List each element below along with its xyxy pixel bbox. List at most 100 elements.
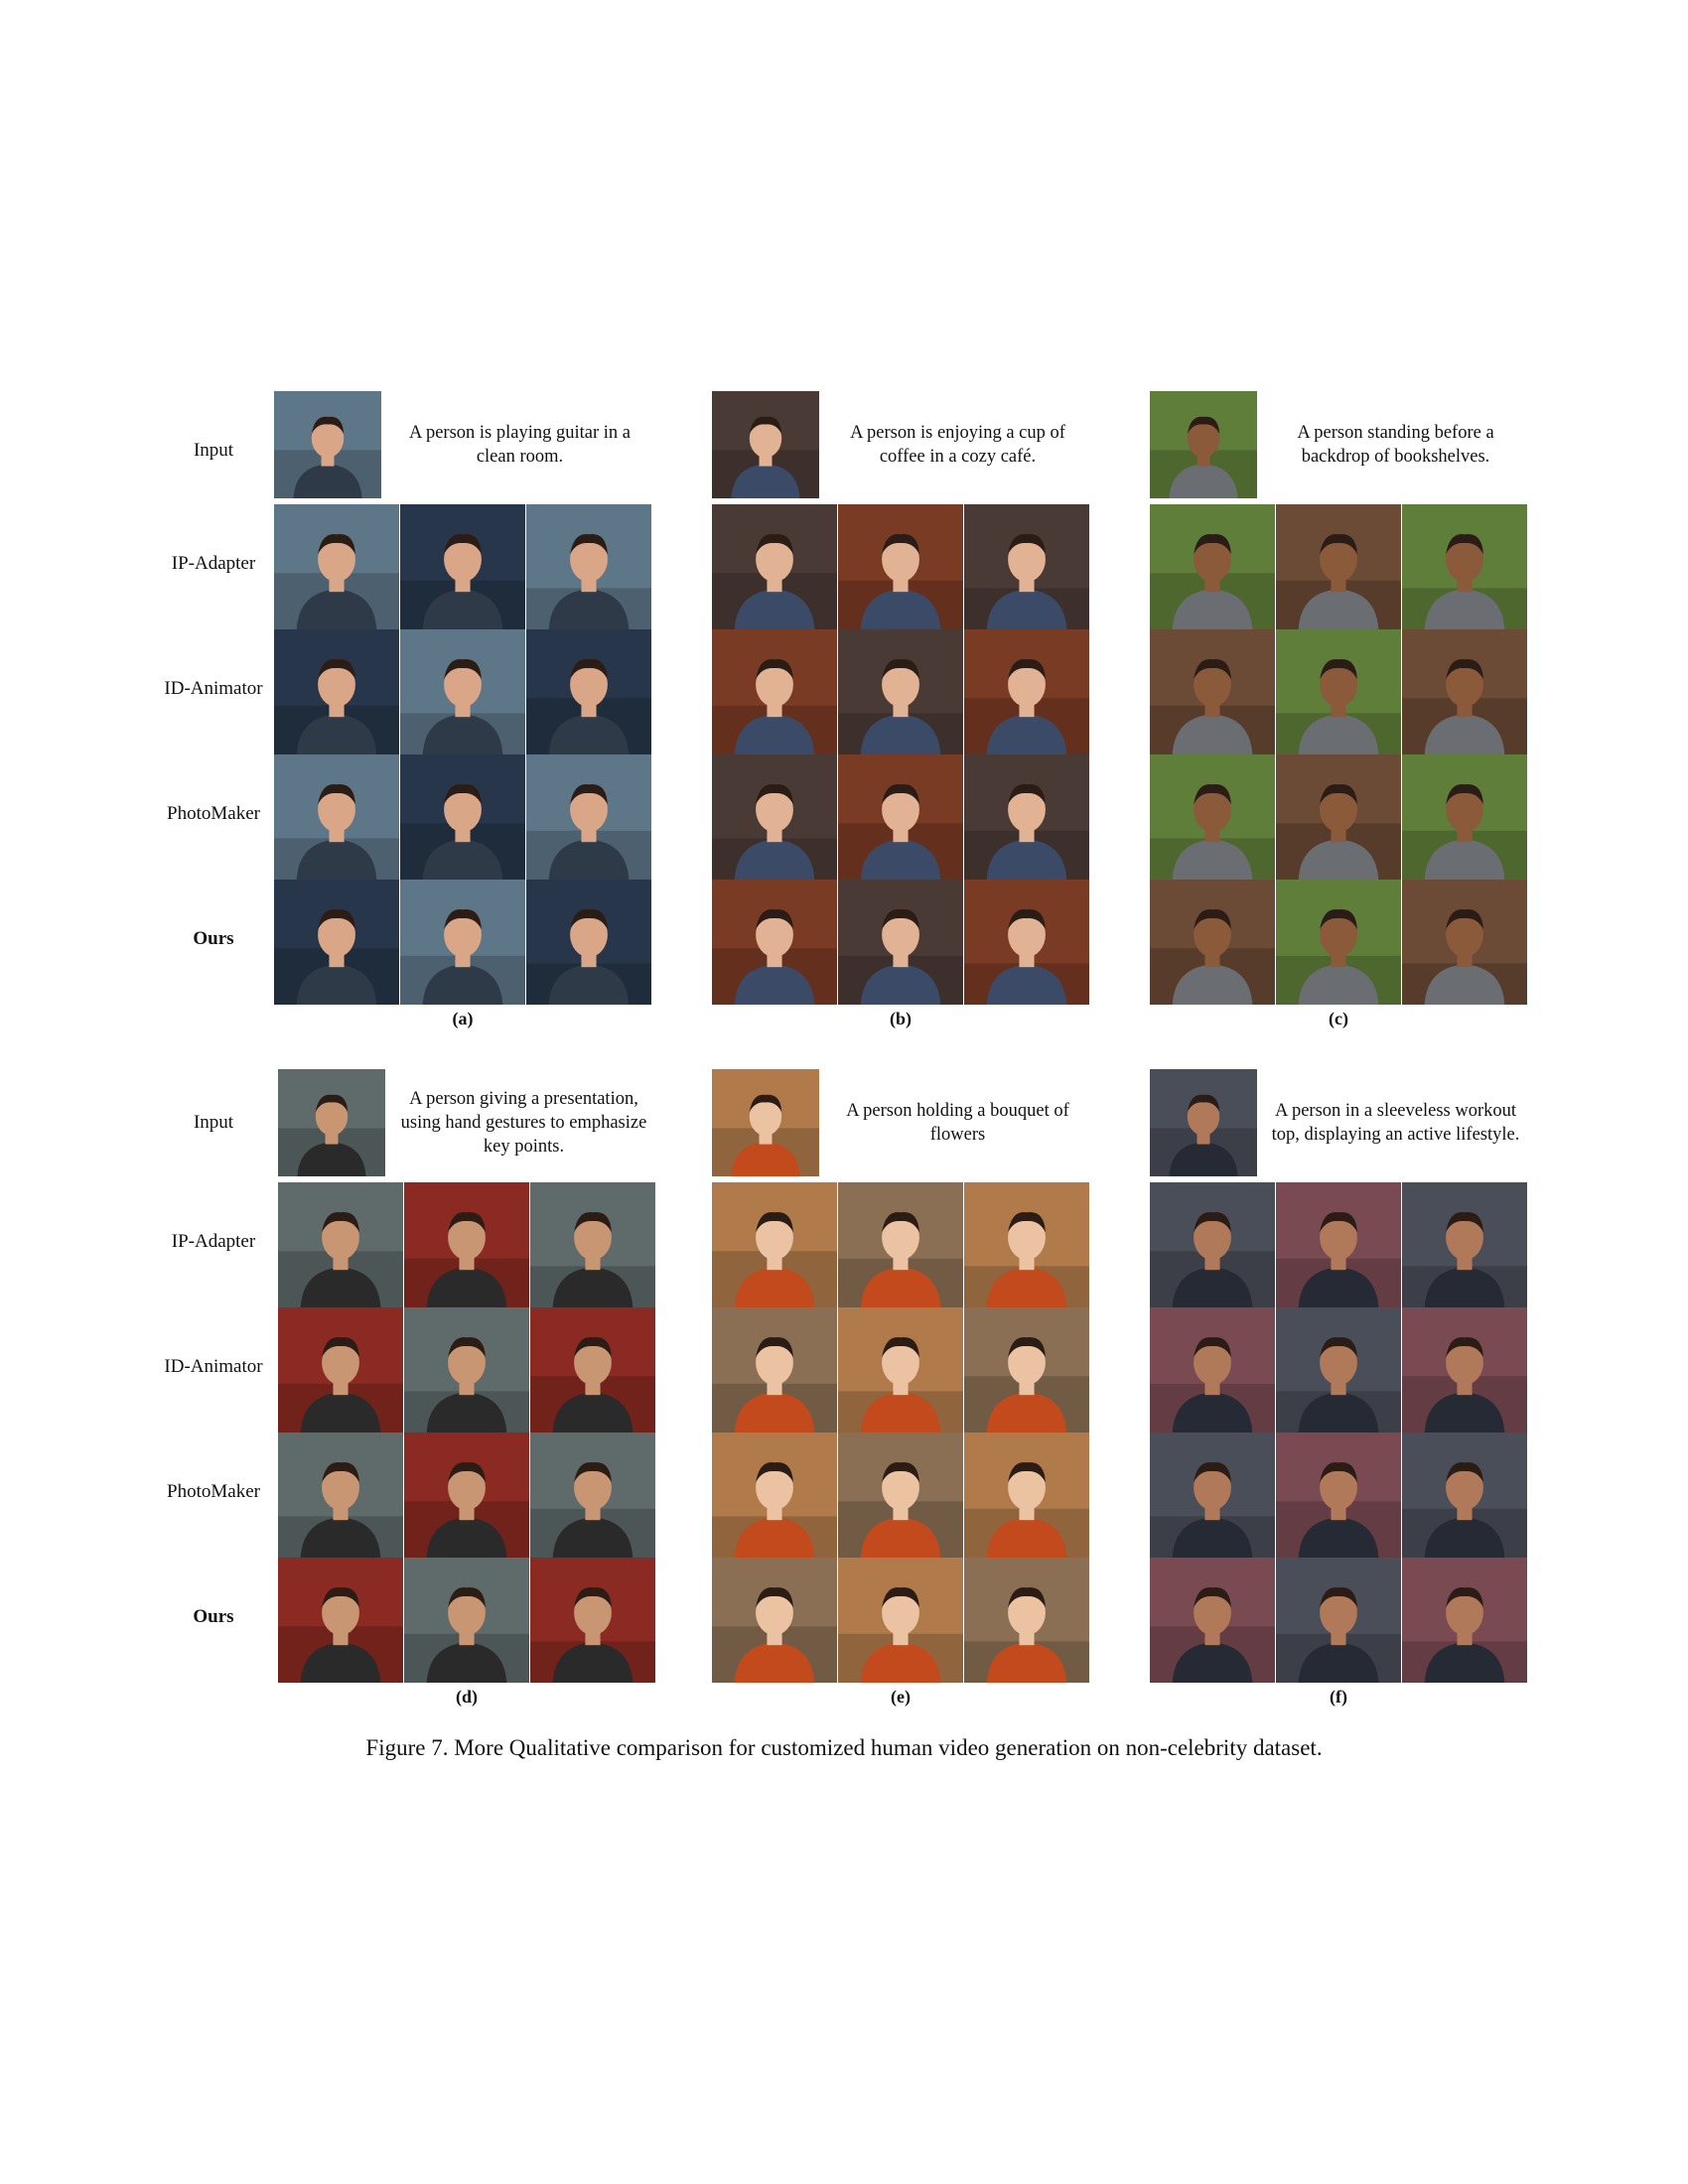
row-label-id-animator: ID-Animator: [164, 1356, 263, 1377]
frame-ours-1: [712, 1558, 837, 1683]
row-label-input: Input: [193, 1112, 234, 1133]
row-label-ours: Ours: [193, 1606, 234, 1627]
panel-tag: (c): [1329, 1009, 1348, 1028]
frame-ours-3: [964, 1558, 1089, 1683]
frame-ip-adapter-3: [1402, 504, 1527, 629]
frame-ip-adapter-1: [278, 1182, 403, 1307]
frame-id-animator-3: [964, 629, 1089, 754]
video-frames-grid: [278, 1182, 655, 1683]
frame-id-animator-2: [838, 629, 963, 754]
frame-id-animator-3: [964, 1307, 1089, 1433]
frame-ours-2: [1276, 880, 1401, 1005]
frame-photomaker-3: [526, 754, 651, 880]
frame-ip-adapter-3: [964, 1182, 1089, 1307]
frame-ours-1: [274, 880, 399, 1005]
frame-photomaker-1: [712, 1433, 837, 1558]
frame-id-animator-1: [712, 629, 837, 754]
frame-id-animator-2: [1276, 629, 1401, 754]
frame-id-animator-2: [1276, 1307, 1401, 1433]
frame-photomaker-2: [1276, 754, 1401, 880]
input-image: [274, 391, 381, 498]
row-label-ours: Ours: [193, 928, 234, 949]
frame-id-animator-1: [274, 629, 399, 754]
frame-photomaker-2: [400, 754, 525, 880]
input-row: A person is playing guitar in a clean ro…: [274, 391, 651, 498]
frame-ours-3: [964, 880, 1089, 1005]
panel-tag: (d): [456, 1687, 478, 1706]
frame-photomaker-2: [838, 1433, 963, 1558]
frame-photomaker-2: [838, 754, 963, 880]
frame-ours-3: [1402, 880, 1527, 1005]
frame-ours-3: [1402, 1558, 1527, 1683]
frame-ip-adapter-2: [1276, 1182, 1401, 1307]
input-image: [1150, 391, 1257, 498]
input-image: [278, 1069, 385, 1176]
frame-photomaker-1: [278, 1433, 403, 1558]
frame-ip-adapter-1: [274, 504, 399, 629]
frame-id-animator-1: [1150, 1307, 1275, 1433]
frame-ip-adapter-3: [964, 504, 1089, 629]
video-frames-grid: [274, 504, 651, 1005]
panel-tag: (a): [452, 1009, 474, 1028]
frame-photomaker-3: [1402, 1433, 1527, 1558]
frame-photomaker-1: [712, 754, 837, 880]
panel-tag: (e): [891, 1687, 911, 1706]
frame-ip-adapter-2: [404, 1182, 529, 1307]
input-image: [712, 1069, 819, 1176]
frame-ours-2: [400, 880, 525, 1005]
prompt-text: A person standing before a backdrop of b…: [1297, 423, 1494, 467]
input-row: A person holding a bouquet of flowers: [712, 1069, 1089, 1176]
panel-tag: (f): [1330, 1687, 1347, 1706]
frame-photomaker-1: [1150, 1433, 1275, 1558]
frame-id-animator-1: [278, 1307, 403, 1433]
input-row: A person giving a presentation, using ha…: [278, 1069, 655, 1176]
frame-ours-1: [712, 880, 837, 1005]
frame-ours-3: [530, 1558, 655, 1683]
frame-id-animator-2: [400, 629, 525, 754]
frame-ip-adapter-2: [838, 1182, 963, 1307]
input-row: A person standing before a backdrop of b…: [1150, 391, 1527, 498]
frame-ip-adapter-1: [1150, 504, 1275, 629]
frame-ours-2: [838, 1558, 963, 1683]
frame-ours-1: [278, 1558, 403, 1683]
frame-photomaker-1: [274, 754, 399, 880]
frame-photomaker-2: [1276, 1433, 1401, 1558]
frame-id-animator-3: [526, 629, 651, 754]
frame-ip-adapter-2: [400, 504, 525, 629]
frame-ip-adapter-2: [838, 504, 963, 629]
frame-photomaker-3: [964, 754, 1089, 880]
input-image: [712, 391, 819, 498]
figure-caption: Figure 7. More Qualitative comparison fo…: [365, 1735, 1323, 1760]
frame-ip-adapter-3: [526, 504, 651, 629]
frame-ip-adapter-3: [1402, 1182, 1527, 1307]
prompt-text: A person holding a bouquet of flowers: [846, 1101, 1069, 1145]
row-label-ip-adapter: IP-Adapter: [171, 1231, 256, 1252]
frame-photomaker-3: [530, 1433, 655, 1558]
frame-photomaker-2: [404, 1433, 529, 1558]
frame-ours-1: [1150, 1558, 1275, 1683]
prompt-text: A person in a sleeveless workout top, di…: [1271, 1101, 1520, 1145]
frame-ours-2: [838, 880, 963, 1005]
row-label-id-animator: ID-Animator: [164, 678, 263, 699]
frame-ours-2: [404, 1558, 529, 1683]
frame-photomaker-1: [1150, 754, 1275, 880]
frame-ip-adapter-2: [1276, 504, 1401, 629]
row-label-input: Input: [193, 440, 234, 461]
prompt-text: A person giving a presentation, using ha…: [400, 1089, 647, 1157]
frame-id-animator-1: [1150, 629, 1275, 754]
frame-ours-3: [526, 880, 651, 1005]
frame-id-animator-1: [712, 1307, 837, 1433]
video-frames-grid: [1150, 1182, 1527, 1683]
frame-ip-adapter-1: [712, 504, 837, 629]
input-row: A person is enjoying a cup of coffee in …: [712, 391, 1089, 498]
prompt-text: A person is enjoying a cup of coffee in …: [850, 423, 1065, 467]
frame-id-animator-2: [838, 1307, 963, 1433]
row-label-photomaker: PhotoMaker: [167, 1481, 260, 1502]
frame-id-animator-3: [530, 1307, 655, 1433]
input-row: A person in a sleeveless workout top, di…: [1150, 1069, 1527, 1176]
frame-ip-adapter-1: [712, 1182, 837, 1307]
frame-ours-1: [1150, 880, 1275, 1005]
frame-photomaker-3: [1402, 754, 1527, 880]
frame-id-animator-3: [1402, 629, 1527, 754]
